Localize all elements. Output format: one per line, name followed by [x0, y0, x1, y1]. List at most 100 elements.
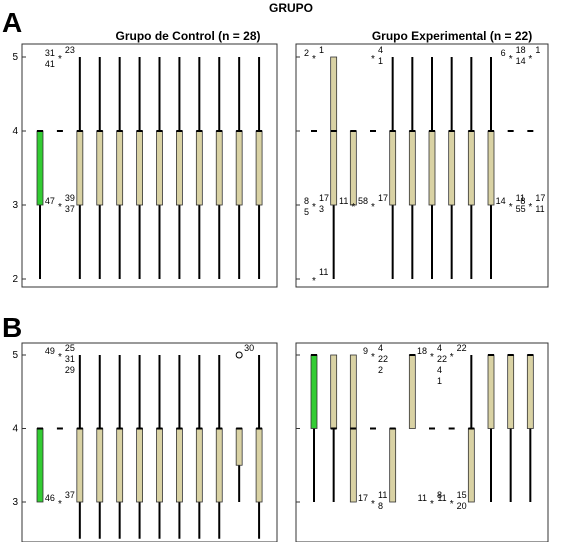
- panel-label-a: A: [2, 7, 22, 38]
- outlier-star: *: [528, 202, 532, 213]
- outlier-star: *: [312, 54, 316, 65]
- outlier-star: *: [58, 352, 62, 363]
- outlier-label: 1: [535, 45, 540, 55]
- box: [96, 130, 104, 206]
- outlier-star: *: [371, 202, 375, 213]
- chart-0-title: Grupo de Control (n = 28): [115, 29, 260, 43]
- y-tick-label: 5: [12, 52, 18, 63]
- outlier-label: 55: [516, 204, 526, 214]
- outlier-label: 14: [516, 56, 526, 66]
- outlier-label: 49: [45, 346, 55, 356]
- y-tick-label: 4: [12, 424, 18, 435]
- outlier-star: *: [58, 202, 62, 213]
- outlier-label: 11: [378, 490, 387, 500]
- box: [487, 130, 495, 206]
- y-tick-label: 4: [12, 126, 18, 137]
- plot-frame: [21, 342, 278, 542]
- box: [215, 130, 223, 206]
- outlier-star: *: [58, 499, 62, 510]
- outlier-label: 8: [520, 196, 525, 206]
- outlier-star: *: [371, 54, 375, 65]
- outlier-label: 37: [65, 490, 75, 500]
- outlier-label: 8: [304, 196, 309, 206]
- outlier-label: 29: [65, 365, 75, 375]
- outlier-label: 4: [378, 45, 383, 55]
- box: [176, 428, 183, 503]
- box: [116, 130, 124, 206]
- box: [36, 428, 44, 503]
- outlier-label: 4: [378, 343, 383, 353]
- outlier-star: *: [528, 54, 532, 65]
- outlier-star: *: [430, 499, 434, 510]
- outlier-label: 1: [378, 56, 383, 66]
- box: [76, 428, 84, 503]
- box: [156, 428, 163, 503]
- box: [428, 130, 436, 206]
- outlier-star: *: [312, 276, 316, 287]
- outlier-label: 5: [304, 207, 309, 217]
- outlier-label: 41: [45, 59, 55, 69]
- outlier-label: 18: [516, 45, 526, 55]
- box: [136, 130, 143, 206]
- outlier-star: *: [312, 202, 316, 213]
- outlier-label: 2: [304, 48, 309, 58]
- outlier-label: 46: [45, 493, 55, 503]
- box: [310, 354, 318, 429]
- outlier-label: 30: [244, 343, 254, 353]
- outlier-label: 58: [358, 196, 368, 206]
- outlier-star: *: [509, 202, 513, 213]
- y-tick-label: 3: [12, 200, 18, 211]
- outlier-star: *: [430, 352, 434, 363]
- box: [330, 354, 338, 429]
- outlier-label: 15: [457, 490, 467, 500]
- box: [76, 130, 84, 206]
- outlier-label: 11: [516, 193, 525, 203]
- outlier-label: 20: [457, 501, 467, 511]
- outlier-label: 6: [501, 48, 506, 58]
- box: [255, 428, 263, 503]
- box: [235, 428, 243, 466]
- outlier-label: 9: [363, 346, 368, 356]
- plot-frame: [21, 43, 278, 288]
- box: [526, 354, 534, 429]
- outlier-star: *: [371, 499, 375, 510]
- outlier-label: 1: [319, 45, 324, 55]
- box: [408, 130, 416, 206]
- box: [176, 130, 183, 206]
- outlier-label: 37: [65, 204, 75, 214]
- outlier-label: 8: [437, 490, 442, 500]
- box: [389, 130, 397, 206]
- outlier-circle: [235, 351, 243, 359]
- outlier-label: 17: [358, 493, 368, 503]
- outlier-label: 8: [378, 501, 383, 511]
- outlier-label: 18: [417, 346, 427, 356]
- outlier-label: 11: [437, 493, 446, 503]
- outlier-label: 31: [45, 48, 55, 58]
- outlier-label: 25: [65, 343, 75, 353]
- outlier-label: 11: [535, 204, 544, 214]
- outlier-label: 2: [378, 365, 383, 375]
- outlier-label: 22: [378, 354, 388, 364]
- box: [96, 428, 104, 503]
- box: [448, 130, 456, 206]
- box: [235, 130, 243, 206]
- plot-frame: [295, 342, 549, 542]
- outlier-label: 4: [437, 343, 442, 353]
- y-tick-label: 2: [12, 274, 18, 285]
- outlier-label: 17: [378, 193, 388, 203]
- box: [195, 428, 203, 503]
- box: [487, 354, 495, 429]
- outlier-label: 22: [437, 354, 447, 364]
- outlier-star: *: [371, 352, 375, 363]
- outlier-label: 47: [45, 196, 55, 206]
- outlier-star: *: [58, 54, 62, 65]
- box: [156, 130, 163, 206]
- chart-1-title: Grupo Experimental (n = 22): [372, 29, 532, 43]
- outlier-star: *: [450, 499, 454, 510]
- box: [349, 130, 357, 206]
- outlier-star: *: [509, 54, 513, 65]
